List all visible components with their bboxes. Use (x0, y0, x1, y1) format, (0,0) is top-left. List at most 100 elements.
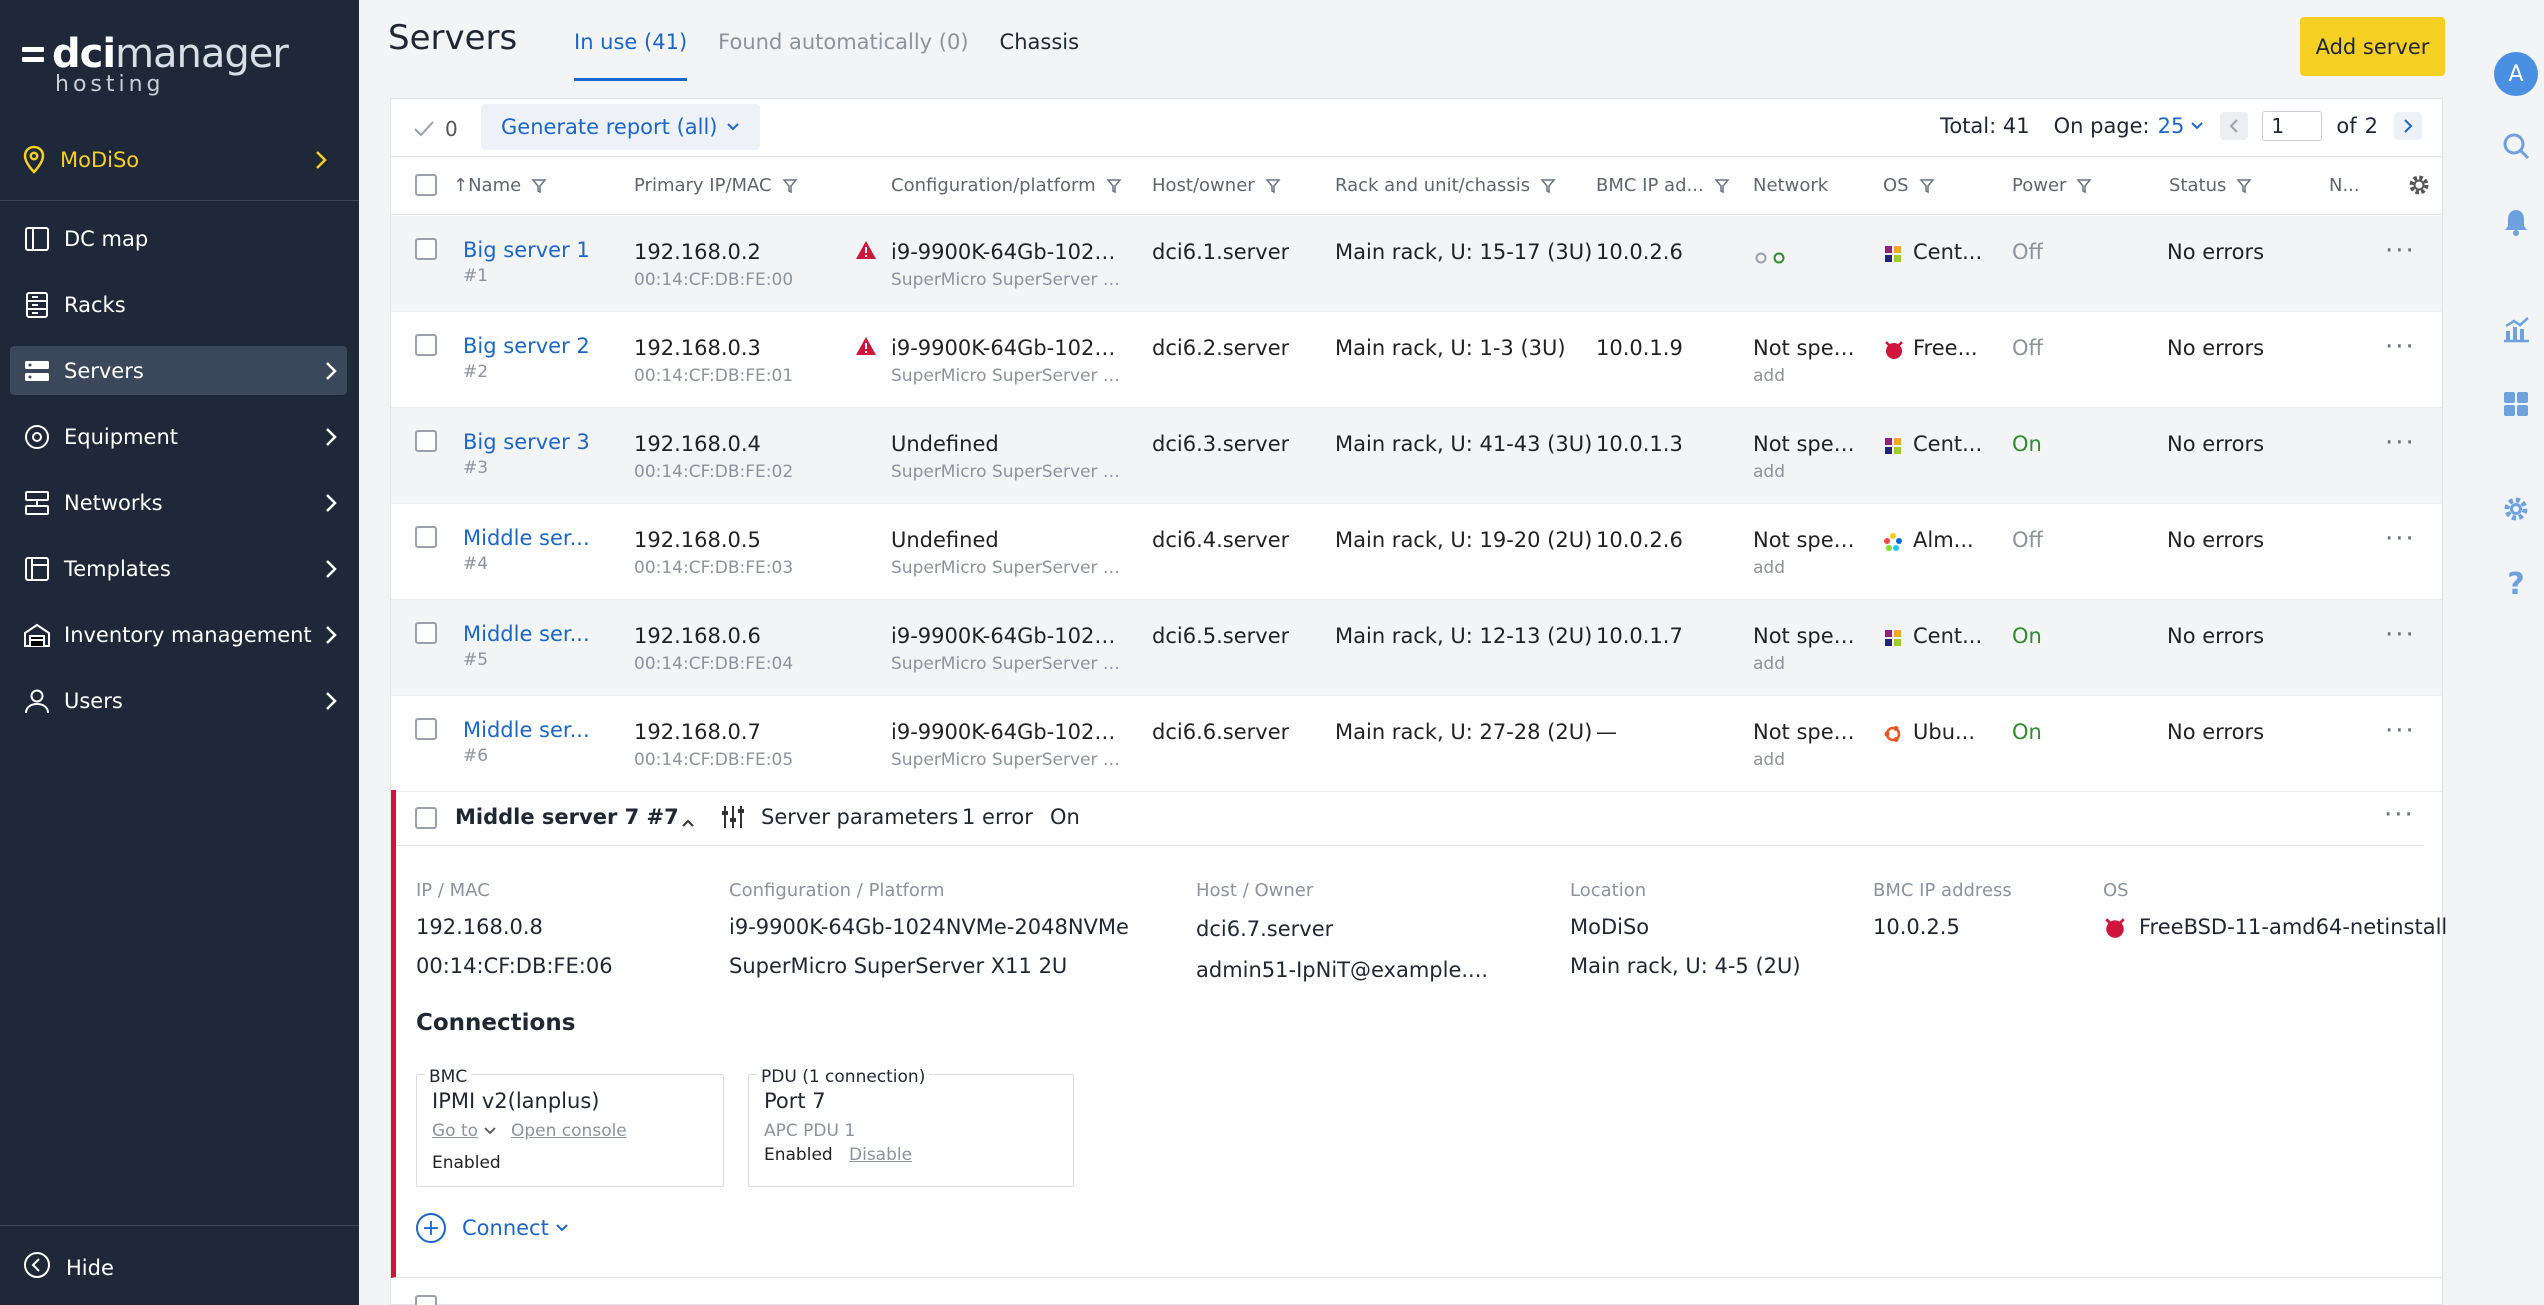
more-actions-icon[interactable]: ··· (2385, 524, 2416, 554)
filter-icon[interactable] (531, 178, 547, 194)
row-checkbox[interactable] (415, 238, 437, 260)
pdu-disable-link[interactable]: Disable (849, 1145, 913, 1165)
error-count[interactable]: 1 error (962, 805, 1033, 829)
search-icon[interactable] (2500, 130, 2532, 162)
filter-icon[interactable] (2076, 178, 2093, 194)
row-checkbox[interactable] (415, 526, 437, 548)
hide-sidebar-button[interactable]: Hide (22, 1250, 114, 1285)
column-status[interactable]: Status (2169, 175, 2252, 196)
generate-report-button[interactable]: Generate report (all) (481, 104, 760, 150)
filter-icon[interactable] (1540, 178, 1556, 194)
goto-dropdown[interactable]: Go to (432, 1121, 496, 1141)
sidebar-item-users[interactable]: Users (10, 676, 347, 725)
row-checkbox[interactable] (415, 334, 437, 356)
add-server-button[interactable]: Add server (2300, 17, 2445, 76)
ubuntu-icon (1883, 724, 1903, 749)
selected-count: 0 (445, 117, 458, 141)
server-name-link[interactable]: Big server 1 (463, 238, 590, 262)
row-checkbox[interactable] (415, 1295, 437, 1305)
sidebar-item-networks[interactable]: Networks (10, 478, 347, 527)
more-actions-icon[interactable]: ··· (2385, 332, 2416, 362)
network-add-link[interactable]: add (1753, 366, 1785, 386)
chart-icon[interactable] (2500, 313, 2532, 345)
server-parameters-button[interactable]: Server parameters (761, 805, 959, 829)
server-name-link[interactable]: Middle ser... (463, 718, 590, 742)
chevron-up-icon[interactable] (681, 809, 695, 833)
filter-icon[interactable] (782, 178, 798, 194)
pdu-port-link[interactable]: Port 7 (764, 1089, 826, 1113)
next-page-button[interactable] (2394, 112, 2422, 140)
page-input[interactable]: 1 (2262, 111, 2323, 141)
tab-bar: In use (41) Found automatically (0) Chas… (574, 30, 1110, 81)
server-name-link[interactable]: Big server 3 (463, 430, 590, 454)
row-checkbox[interactable] (415, 430, 437, 452)
network-add-link[interactable]: add (1753, 750, 1785, 770)
table-row[interactable]: Middle ser... #6 192.168.0.7 00:14:CF:DB… (391, 696, 2442, 792)
detail-owner: admin51-IpNiT@example.... (1196, 958, 1489, 982)
column-rack[interactable]: Rack and unit/chassis (1335, 175, 1556, 196)
sidebar-item-inventory[interactable]: Inventory management (10, 610, 347, 659)
table-row[interactable]: Big server 1 #1 192.168.0.2 00:14:CF:DB:… (391, 216, 2442, 312)
row-checkbox[interactable] (415, 718, 437, 740)
tab-found-automatically[interactable]: Found automatically (0) (718, 30, 969, 54)
filter-icon[interactable] (1918, 178, 1935, 194)
select-all-checkbox[interactable] (415, 174, 437, 196)
tab-chassis[interactable]: Chassis (999, 30, 1080, 54)
more-actions-icon[interactable]: ··· (2385, 428, 2416, 458)
detail-host: dci6.7.server (1196, 917, 1334, 941)
server-name-link[interactable]: Big server 2 (463, 334, 590, 358)
on-page-select[interactable]: 25 (2157, 114, 2185, 138)
column-name[interactable]: ↑Name (453, 175, 547, 196)
more-actions-icon[interactable]: ··· (2385, 620, 2416, 650)
logo-main: manager (115, 31, 289, 77)
server-name-link[interactable]: Middle ser... (463, 622, 590, 646)
column-network[interactable]: Network (1753, 175, 1828, 196)
prev-page-button[interactable] (2220, 112, 2249, 140)
network-add-link[interactable]: add (1753, 462, 1785, 482)
more-actions-icon[interactable]: ··· (2384, 800, 2415, 830)
column-config[interactable]: Configuration/platform (891, 175, 1122, 196)
help-icon[interactable]: ? (2507, 566, 2525, 602)
tab-in-use[interactable]: In use (41) (574, 30, 688, 81)
bmc-link[interactable]: IPMI v2(lanplus) (432, 1089, 600, 1113)
more-actions-icon[interactable]: ··· (2385, 716, 2416, 746)
filter-icon[interactable] (1714, 178, 1730, 194)
server-name-link[interactable]: Middle ser... (463, 526, 590, 550)
filter-icon[interactable] (2236, 178, 2252, 194)
sidebar-item-servers[interactable]: Servers (10, 346, 347, 395)
sidebar-item-dc-map[interactable]: DC map (10, 214, 347, 263)
table-row[interactable]: Middle ser... #5 192.168.0.6 00:14:CF:DB… (391, 600, 2442, 696)
table-row[interactable]: Big server 2 #2 192.168.0.3 00:14:CF:DB:… (391, 312, 2442, 408)
table-row[interactable]: Big server 3 #3 192.168.0.4 00:14:CF:DB:… (391, 408, 2442, 504)
location-selector[interactable]: MoDiSo (22, 140, 342, 180)
row-checkbox[interactable] (415, 622, 437, 644)
column-host[interactable]: Host/owner (1152, 175, 1281, 196)
gear-icon[interactable] (2500, 493, 2532, 525)
network-add-link[interactable]: add (1753, 558, 1785, 578)
open-console-link[interactable]: Open console (511, 1121, 627, 1141)
table-row[interactable]: Middle ser... #4 192.168.0.5 00:14:CF:DB… (391, 504, 2442, 600)
sidebar-item-equipment[interactable]: Equipment (10, 412, 347, 461)
dashboard-icon[interactable] (2500, 388, 2532, 420)
column-n[interactable]: N... (2329, 175, 2360, 196)
column-power[interactable]: Power (2012, 175, 2093, 196)
right-toolbar: A ? (2488, 0, 2544, 1305)
chevron-right-icon (326, 692, 337, 710)
server-status: No errors (2167, 336, 2265, 360)
filter-icon[interactable] (1265, 178, 1281, 194)
more-actions-icon[interactable]: ··· (2385, 236, 2416, 266)
logo[interactable]: dci manager hosting (22, 31, 289, 97)
table-settings-icon[interactable] (2397, 173, 2431, 197)
column-os[interactable]: OS (1883, 175, 1935, 196)
row-checkbox[interactable] (415, 807, 437, 829)
column-bmc[interactable]: BMC IP ad... (1596, 175, 1730, 196)
sidebar-item-templates[interactable]: Templates (10, 544, 347, 593)
column-ip[interactable]: Primary IP/MAC (634, 175, 798, 196)
filter-icon[interactable] (1106, 178, 1122, 194)
network-add-link[interactable]: add (1753, 654, 1785, 674)
chevron-down-icon (2191, 122, 2204, 130)
avatar[interactable]: A (2494, 52, 2538, 96)
sidebar-item-racks[interactable]: Racks (10, 280, 347, 329)
connect-button[interactable]: + Connect (416, 1213, 569, 1243)
bell-icon[interactable] (2500, 206, 2532, 238)
